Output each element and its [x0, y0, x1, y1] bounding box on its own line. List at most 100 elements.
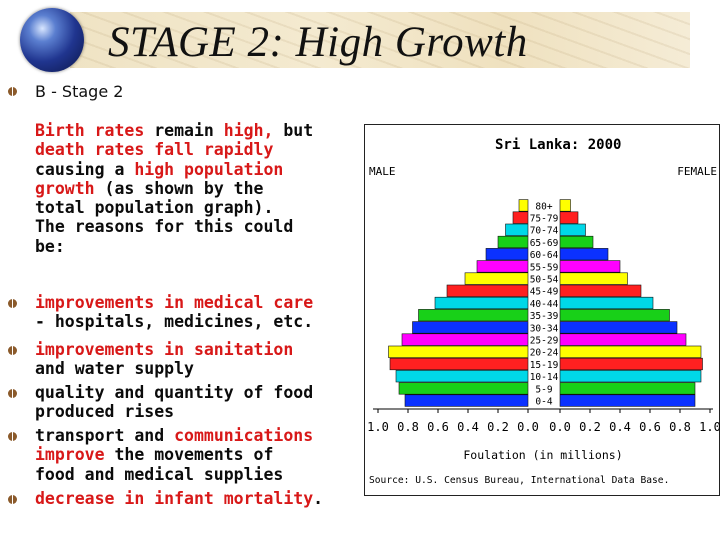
age-label: 25-29	[530, 336, 559, 347]
intro-line: be:	[35, 237, 313, 256]
reason-line: food and medical supplies	[35, 465, 313, 484]
male-bar	[401, 333, 529, 346]
intro-line: growth (as shown by the	[35, 179, 313, 198]
female-bar	[559, 296, 654, 310]
x-tick-label: 0.0	[549, 420, 571, 434]
text-segment: but	[273, 121, 314, 140]
intro-line: Birth rates remain high, but	[35, 121, 313, 140]
reason-line: transport and communications	[35, 426, 313, 445]
text-segment: the movements of	[104, 445, 274, 465]
text-segment: growth	[35, 178, 95, 198]
text-segment: communications	[174, 426, 314, 445]
female-bar	[559, 333, 687, 346]
intro-line: total population graph).	[35, 198, 313, 217]
female-bar	[559, 235, 594, 249]
age-label: 80+	[535, 201, 552, 212]
text-segment: improve	[35, 445, 105, 465]
male-bar	[412, 321, 529, 334]
text-segment: transport and	[35, 426, 175, 445]
male-bar	[388, 345, 529, 358]
age-label: 70-74	[530, 226, 559, 237]
stage-label: B - Stage 2	[35, 82, 124, 101]
male-label: MALE	[369, 165, 396, 178]
age-label: 0-4	[535, 397, 552, 408]
female-bar	[559, 211, 579, 224]
x-tick-label: 0.8	[397, 420, 419, 434]
female-bar	[559, 345, 702, 358]
male-bar	[398, 382, 529, 395]
text-segment: improvements in sanitation	[35, 340, 294, 359]
text-segment: high,	[223, 121, 274, 140]
x-tick-label: 0.4	[609, 420, 631, 434]
female-bar	[559, 248, 609, 261]
female-bar	[559, 309, 670, 322]
reason-line: improvements in sanitation	[35, 340, 293, 359]
text-segment: quality and quantity of food	[35, 383, 314, 402]
intro-line: death rates fall rapidly	[35, 140, 313, 159]
male-bar	[418, 309, 529, 322]
reason-line: improvements in medical care	[35, 293, 313, 312]
reason-line: quality and quantity of food	[35, 383, 313, 402]
female-bar	[559, 394, 696, 407]
text-segment: food and medical supplies	[35, 464, 284, 484]
male-bar	[518, 199, 529, 212]
reason-line: - hospitals, medicines, etc.	[35, 312, 313, 331]
text-segment: decrease in infant mortality	[35, 489, 314, 508]
age-label: 35-39	[530, 311, 559, 322]
female-bar	[559, 199, 571, 212]
male-bar	[505, 223, 529, 236]
age-label: 10-14	[530, 372, 559, 383]
male-bar	[404, 394, 529, 407]
bullet-icon	[8, 346, 17, 355]
intro-paragraph: Birth rates remain high, but death rates …	[35, 121, 313, 256]
age-label: 30-34	[530, 323, 559, 334]
text-segment: remain	[144, 121, 224, 140]
text-segment: death rates fall rapidly	[35, 140, 274, 160]
x-tick-label: 1.0	[699, 420, 720, 434]
text-segment: (as shown by the	[94, 178, 264, 198]
age-label: 75-79	[530, 214, 559, 225]
female-bar	[559, 357, 703, 371]
age-label: 45-49	[530, 287, 559, 298]
reason-line: decrease in infant mortality.	[35, 489, 323, 508]
intro-line: The reasons for this could	[35, 217, 313, 236]
pyramid-svg: Sri Lanka: 2000 MALE FEMALE 0-4 5-910-1415-1…	[367, 137, 720, 486]
x-tick-label: 1.0	[367, 420, 389, 434]
text-segment: be:	[35, 236, 65, 256]
x-tick-label: 0.2	[579, 420, 601, 434]
bullet-icon	[8, 299, 17, 308]
map-background	[70, 12, 690, 68]
age-label: 15-19	[530, 360, 559, 371]
male-bar	[446, 284, 529, 297]
text-segment: improvements in medical care	[35, 293, 314, 312]
reason-item: quality and quantity of food produced ris…	[35, 383, 313, 422]
slide-title: STAGE 2: High Growth	[108, 19, 528, 66]
bullet-icon	[8, 495, 17, 504]
population-pyramid-chart: Sri Lanka: 2000 MALE FEMALE 0-4 5-9 10-14 15-1…	[364, 124, 720, 496]
text-segment: causing a	[35, 159, 135, 179]
female-bar	[559, 272, 628, 285]
x-tick-label: 0.0	[517, 420, 539, 434]
bullet-icon	[8, 432, 17, 441]
reason-item: improvements in sanitation and water supp…	[35, 340, 293, 379]
text-segment: - hospitals, medicines, etc.	[35, 312, 314, 332]
age-label: 40-44	[530, 299, 559, 310]
age-label: 50-54	[530, 275, 559, 286]
x-tick-label: 0.8	[669, 420, 691, 434]
source-note: Source: U.S. Census Bureau, Internationa…	[369, 475, 669, 486]
female-bar	[559, 321, 678, 334]
age-label: 60-64	[530, 250, 559, 261]
male-bar	[434, 296, 529, 310]
female-bar	[559, 223, 586, 236]
reason-line: improve the movements of	[35, 445, 313, 464]
text-segment: and water supply	[35, 359, 194, 379]
bullet-icon	[8, 87, 17, 96]
female-bar	[559, 382, 696, 395]
male-bar	[464, 272, 529, 285]
chart-title: Sri Lanka: 2000	[495, 137, 621, 153]
male-bar	[485, 248, 529, 261]
title-banner: STAGE 2: High Growth	[0, 0, 720, 78]
text-segment: high population	[134, 159, 284, 179]
reason-line: produced rises	[35, 402, 313, 421]
age-label: 65-69	[530, 238, 559, 249]
